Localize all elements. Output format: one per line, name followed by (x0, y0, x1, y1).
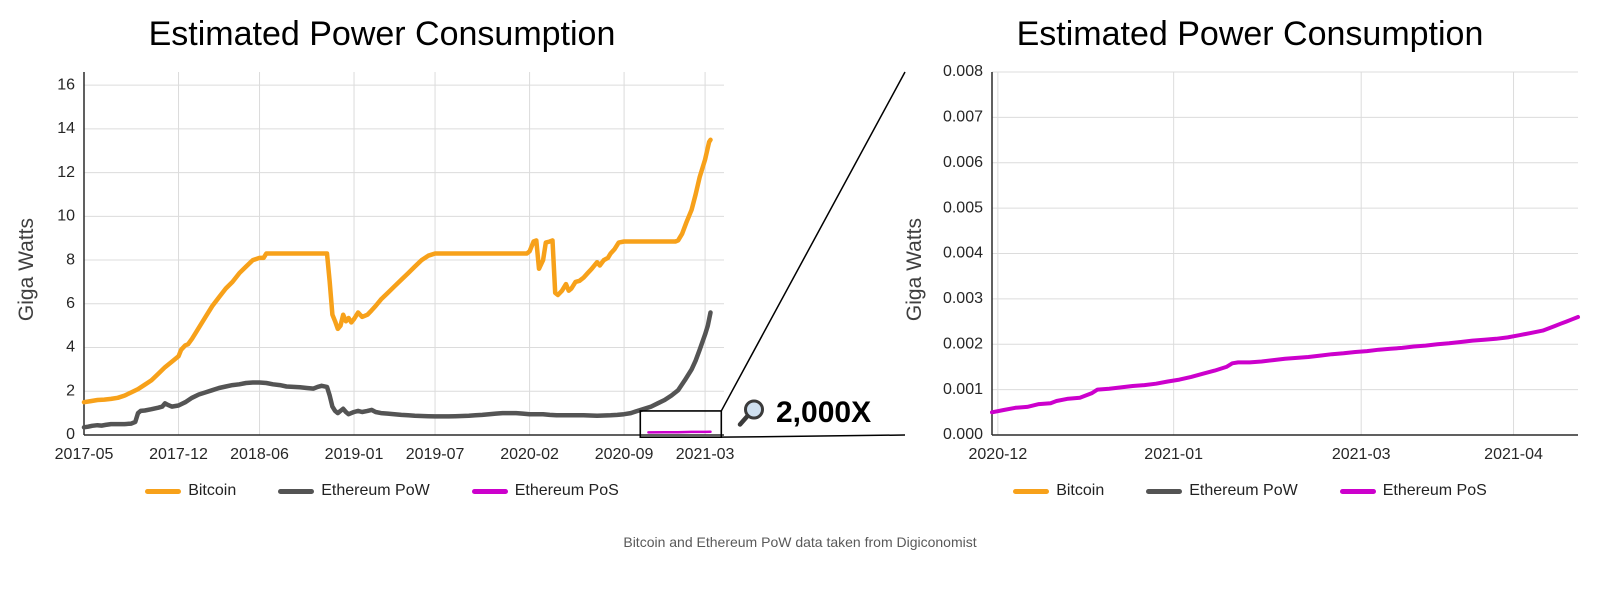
svg-text:2021-03: 2021-03 (1332, 446, 1391, 463)
legend-swatch (278, 488, 315, 494)
svg-text:8: 8 (66, 251, 75, 268)
legend-item-ethereum-pos: Ethereum PoS (471, 482, 619, 500)
legend-item-bitcoin: Bitcoin (145, 482, 236, 500)
legend-swatch (1339, 488, 1376, 494)
svg-text:0.003: 0.003 (943, 290, 983, 307)
svg-text:2018-06: 2018-06 (230, 446, 289, 463)
svg-text:0.002: 0.002 (943, 335, 983, 352)
svg-text:2: 2 (66, 382, 75, 399)
right-y-axis-label: Giga Watts (903, 218, 926, 322)
zoom-factor: 2,000X (736, 396, 871, 430)
series-line-ethereum-pow (81, 310, 713, 430)
legend-label: Ethereum PoW (1189, 482, 1298, 499)
left-chart: 0 2 4 6 8 10 12 14 16 2017-05 2017-12 2018-06 2019-0… (55, 72, 735, 463)
svg-text:2019-07: 2019-07 (406, 446, 465, 463)
svg-text:2019-01: 2019-01 (325, 446, 384, 463)
svg-text:6: 6 (66, 295, 75, 312)
left-chart-body: Giga Watts 0 2 4 6 8 10 12 14 16 2017-05 2017-12 20… (12, 60, 752, 480)
zoom-box (639, 410, 723, 438)
caption: Bitcoin and Ethereum PoW data taken from… (623, 534, 977, 550)
svg-text:2017-05: 2017-05 (55, 446, 114, 463)
svg-text:12: 12 (57, 164, 75, 181)
svg-text:2017-12: 2017-12 (149, 446, 208, 463)
series-line-bitcoin (81, 137, 713, 405)
svg-text:10: 10 (57, 208, 75, 225)
svg-text:14: 14 (57, 120, 75, 137)
legend-swatch (145, 488, 182, 494)
svg-text:0.006: 0.006 (943, 154, 983, 171)
svg-text:0.004: 0.004 (943, 245, 983, 262)
legend-item-ethereum-pow: Ethereum PoW (1146, 482, 1298, 500)
left-chart-title: Estimated Power Consumption (148, 15, 616, 53)
svg-text:0: 0 (66, 426, 75, 443)
svg-text:2021-04: 2021-04 (1484, 446, 1543, 463)
left-chart-legend: Bitcoin Ethereum PoW Ethereum PoS (12, 482, 752, 500)
svg-text:2020-02: 2020-02 (500, 446, 559, 463)
legend-label: Ethereum PoW (321, 482, 430, 499)
svg-text:2020-12: 2020-12 (969, 446, 1028, 463)
legend-item-ethereum-pos: Ethereum PoS (1339, 482, 1487, 500)
zoom-factor-label: 2,000X (776, 396, 872, 429)
legend-label: Ethereum PoS (1382, 482, 1487, 499)
legend-label: Bitcoin (188, 482, 237, 499)
series-line-ethereum-pos (990, 315, 1580, 415)
right-chart-title: Estimated Power Consumption (1016, 15, 1484, 53)
svg-text:0.008: 0.008 (943, 63, 983, 80)
svg-text:0.005: 0.005 (943, 199, 983, 216)
series-line-ethereum-pos (647, 430, 712, 434)
right-chart: 0.000 0.001 0.002 0.003 0.004 0.005 0.006 0.007… (943, 63, 1580, 463)
legend-swatch (1013, 488, 1050, 494)
legend-label: Bitcoin (1056, 482, 1105, 499)
legend-item-ethereum-pow: Ethereum PoW (278, 482, 430, 500)
left-y-axis-label: Giga Watts (15, 218, 38, 322)
svg-text:4: 4 (66, 339, 75, 356)
right-chart-body: Giga Watts 0.000 0.001 0.002 0.003 0.004 0.00… (900, 60, 1600, 480)
svg-text:2021-03: 2021-03 (676, 446, 735, 463)
svg-text:2020-09: 2020-09 (595, 446, 654, 463)
magnifier-icon (737, 399, 764, 427)
legend-swatch (471, 488, 508, 494)
legend-item-bitcoin: Bitcoin (1013, 482, 1104, 500)
legend-swatch (1146, 488, 1183, 494)
svg-text:0.001: 0.001 (943, 381, 983, 398)
left-chart-panel: Estimated Power Consumption Giga Watts 0… (0, 8, 752, 500)
svg-text:0.000: 0.000 (943, 426, 983, 443)
right-chart-panel: Estimated Power Consumption Giga Watts 0… (900, 8, 1600, 500)
svg-text:0.007: 0.007 (943, 109, 983, 126)
right-chart-legend: Bitcoin Ethereum PoW Ethereum PoS (900, 482, 1600, 500)
charts-row: Estimated Power Consumption Giga Watts 0… (0, 8, 1600, 500)
legend-label: Ethereum PoS (514, 482, 619, 499)
svg-text:2021-01: 2021-01 (1144, 446, 1203, 463)
svg-text:16: 16 (57, 76, 75, 93)
